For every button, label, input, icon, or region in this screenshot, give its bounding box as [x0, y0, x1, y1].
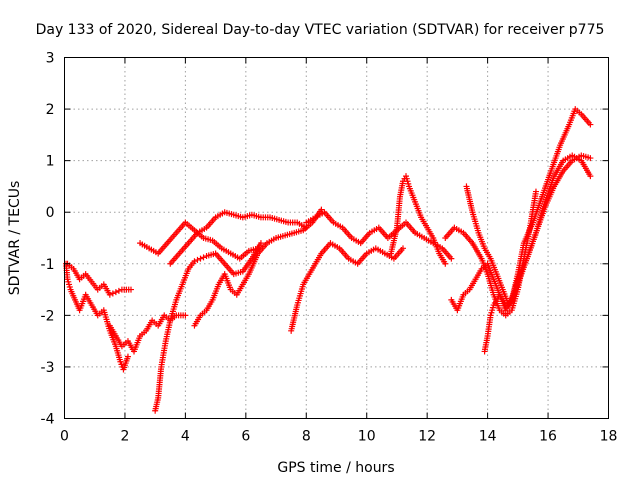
data-point	[532, 188, 539, 195]
x-tick-label: 2	[120, 429, 129, 445]
data-point	[191, 258, 198, 265]
plot-frame	[64, 57, 609, 419]
data-point	[587, 121, 594, 128]
chart-title: Day 133 of 2020, Sidereal Day-to-day VTE…	[36, 22, 605, 38]
y-tick-label: -3	[41, 360, 55, 376]
data-point	[448, 255, 455, 262]
y-tick-label: 3	[46, 51, 55, 67]
data-point	[318, 206, 325, 213]
data-point	[399, 245, 406, 252]
data-point	[127, 286, 134, 293]
x-tick-label: 12	[418, 429, 436, 445]
data-point	[109, 290, 116, 297]
data-point	[124, 353, 131, 360]
y-tick-label: -1	[41, 257, 55, 273]
data-point	[115, 287, 122, 294]
x-tick-label: 18	[600, 429, 618, 445]
x-tick-label: 4	[181, 429, 190, 445]
x-tick-label: 8	[302, 429, 311, 445]
y-tick-label: -2	[41, 308, 55, 324]
data-point	[194, 256, 201, 263]
data-point	[587, 155, 594, 162]
data-point	[112, 289, 119, 296]
y-axis-label: SDTVAR / TECUs	[7, 181, 23, 296]
data-point	[442, 260, 449, 267]
data-point	[197, 255, 204, 262]
data-point	[587, 173, 594, 180]
x-axis-label: GPS time / hours	[277, 460, 394, 476]
data-point	[257, 240, 264, 247]
data-point	[182, 312, 189, 319]
y-tick-label: 0	[46, 205, 55, 221]
y-tick-label: 1	[46, 154, 55, 170]
grid	[64, 57, 609, 419]
data-points	[63, 106, 594, 414]
y-tick-label: 2	[46, 102, 55, 118]
x-tick-label: 0	[60, 429, 69, 445]
data-point	[200, 254, 207, 261]
x-tick-label: 10	[358, 429, 376, 445]
x-tick-label: 6	[241, 429, 250, 445]
x-tick-label: 16	[539, 429, 557, 445]
x-tick-label: 14	[479, 429, 497, 445]
data-point	[106, 291, 113, 298]
y-tick-label: -4	[41, 412, 55, 428]
